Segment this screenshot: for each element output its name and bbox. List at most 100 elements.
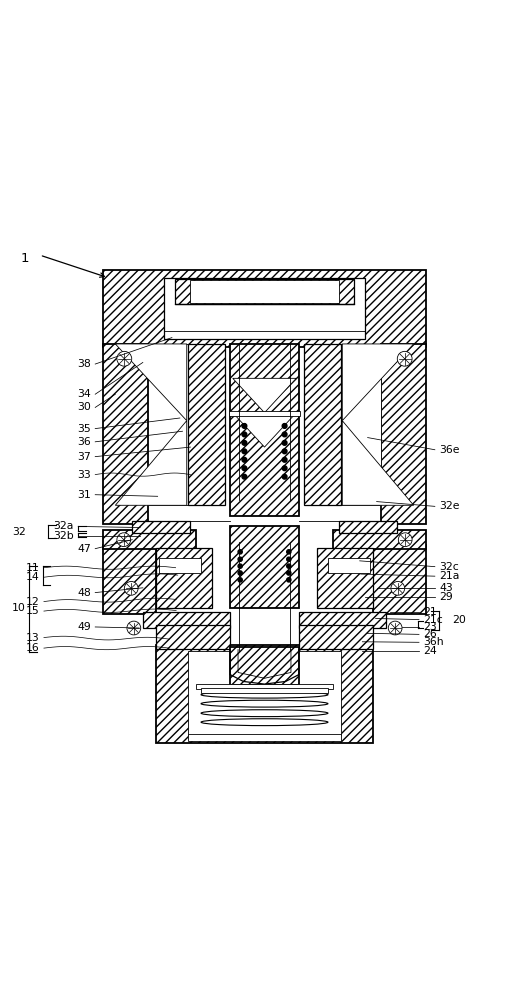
- Bar: [103, 344, 148, 524]
- Bar: [299, 625, 373, 649]
- Text: 20: 20: [452, 615, 466, 625]
- Circle shape: [398, 533, 412, 547]
- Circle shape: [238, 550, 242, 554]
- Text: 31: 31: [77, 490, 91, 500]
- Bar: [328, 558, 370, 573]
- Text: 33: 33: [77, 470, 91, 480]
- Circle shape: [282, 424, 287, 428]
- Ellipse shape: [201, 691, 328, 698]
- Text: 12: 12: [26, 597, 40, 607]
- Bar: [341, 344, 381, 505]
- Text: 26: 26: [423, 629, 437, 639]
- Polygon shape: [233, 413, 296, 447]
- Circle shape: [397, 351, 412, 366]
- Bar: [103, 545, 156, 614]
- Circle shape: [282, 466, 287, 471]
- Text: 36e: 36e: [439, 445, 460, 455]
- Bar: [156, 625, 230, 649]
- Circle shape: [287, 564, 291, 568]
- Text: 16: 16: [26, 643, 40, 653]
- Bar: [143, 612, 230, 628]
- Circle shape: [282, 474, 287, 479]
- Circle shape: [242, 474, 247, 479]
- Bar: [132, 521, 190, 533]
- Circle shape: [242, 432, 247, 437]
- Circle shape: [287, 578, 291, 582]
- Text: 11: 11: [26, 563, 40, 573]
- Text: 47: 47: [77, 544, 91, 554]
- Text: 21: 21: [423, 607, 437, 617]
- Bar: [164, 278, 365, 339]
- Circle shape: [287, 550, 291, 554]
- Bar: [156, 645, 373, 743]
- Bar: [103, 530, 196, 549]
- Bar: [188, 344, 225, 505]
- Text: 32e: 32e: [439, 501, 460, 511]
- Text: 32b: 32b: [53, 531, 74, 541]
- Text: 32a: 32a: [53, 521, 74, 531]
- Circle shape: [287, 557, 291, 561]
- Bar: [188, 651, 341, 735]
- Text: 49: 49: [77, 622, 91, 632]
- Text: 32: 32: [13, 527, 26, 537]
- Text: 43: 43: [439, 583, 453, 593]
- Bar: [103, 270, 426, 347]
- Bar: [304, 344, 341, 505]
- Circle shape: [242, 457, 247, 462]
- Text: 48: 48: [77, 588, 91, 598]
- Circle shape: [238, 571, 242, 575]
- Circle shape: [238, 564, 242, 568]
- Circle shape: [287, 571, 291, 575]
- Bar: [175, 279, 354, 304]
- Polygon shape: [342, 344, 414, 421]
- Bar: [196, 684, 333, 689]
- Polygon shape: [233, 378, 296, 413]
- Bar: [339, 521, 397, 533]
- Bar: [156, 548, 212, 608]
- Bar: [381, 344, 426, 524]
- Text: 32c: 32c: [439, 562, 459, 572]
- Text: 23: 23: [423, 622, 437, 632]
- Bar: [201, 688, 328, 693]
- Ellipse shape: [201, 700, 328, 707]
- Bar: [317, 548, 373, 608]
- Circle shape: [282, 432, 287, 437]
- Ellipse shape: [201, 710, 328, 717]
- Circle shape: [282, 457, 287, 462]
- Circle shape: [391, 581, 405, 595]
- Bar: [230, 344, 299, 516]
- Circle shape: [127, 621, 141, 635]
- Text: 38: 38: [77, 359, 91, 369]
- Text: 29: 29: [439, 592, 453, 602]
- Circle shape: [242, 440, 247, 445]
- Circle shape: [242, 449, 247, 454]
- Text: 30: 30: [77, 402, 91, 412]
- Bar: [230, 647, 299, 685]
- Circle shape: [242, 466, 247, 471]
- Polygon shape: [342, 421, 414, 505]
- Bar: [230, 526, 299, 608]
- Circle shape: [238, 557, 242, 561]
- Ellipse shape: [201, 719, 328, 726]
- Text: 24: 24: [423, 646, 437, 656]
- Circle shape: [388, 621, 402, 635]
- Text: 15: 15: [26, 606, 40, 616]
- Text: 36h: 36h: [423, 637, 444, 647]
- Polygon shape: [115, 344, 187, 421]
- Circle shape: [282, 449, 287, 454]
- Bar: [229, 411, 300, 416]
- Text: 35: 35: [77, 424, 91, 434]
- Bar: [159, 558, 201, 573]
- Bar: [148, 344, 188, 505]
- Circle shape: [238, 578, 242, 582]
- Bar: [299, 612, 386, 628]
- Text: 37: 37: [77, 452, 91, 462]
- Text: 21c: 21c: [423, 615, 443, 625]
- Circle shape: [124, 581, 138, 595]
- Text: 34: 34: [77, 389, 91, 399]
- Text: 14: 14: [26, 572, 40, 582]
- Circle shape: [117, 351, 132, 366]
- Text: 10: 10: [12, 603, 25, 613]
- Circle shape: [282, 440, 287, 445]
- Text: 21a: 21a: [439, 571, 460, 581]
